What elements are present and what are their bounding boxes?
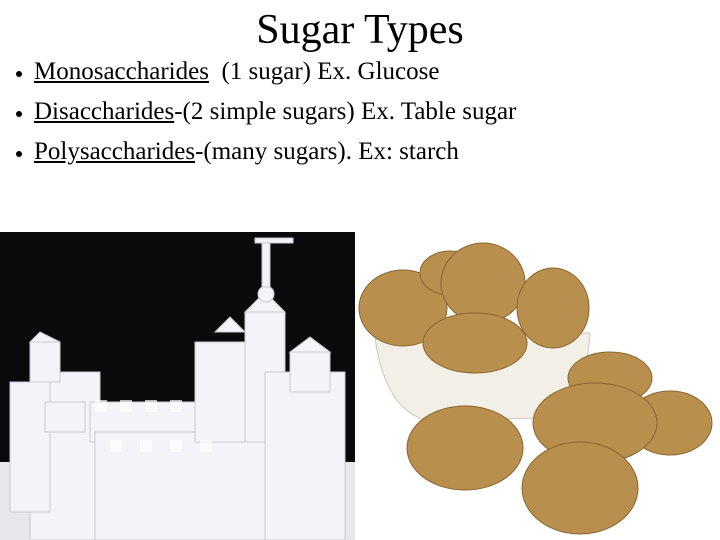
bullet-list: Monosaccharides (1 sugar) Ex. GlucoseDis… [0, 52, 516, 172]
bullet-term: Polysaccharides [34, 138, 196, 165]
potatoes-image [358, 242, 713, 535]
bullet-item: Polysaccharides-(many sugars). Ex: starc… [34, 132, 516, 172]
bullet-text: -(many sugars). Ex: starch [195, 138, 459, 165]
sugar-castle-image [0, 232, 355, 540]
bullet-item: Monosaccharides (1 sugar) Ex. Glucose [34, 52, 516, 92]
bullet-text: (1 sugar) Ex. Glucose [208, 58, 440, 85]
bullet-term: Monosaccharides [34, 58, 209, 85]
bullet-item: Disaccharides-(2 simple sugars) Ex. Tabl… [34, 92, 516, 132]
slide-title: Sugar Types [256, 7, 464, 53]
bullet-text: -(2 simple sugars) Ex. Table sugar [174, 98, 517, 125]
bullet-term: Disaccharides [34, 98, 175, 125]
